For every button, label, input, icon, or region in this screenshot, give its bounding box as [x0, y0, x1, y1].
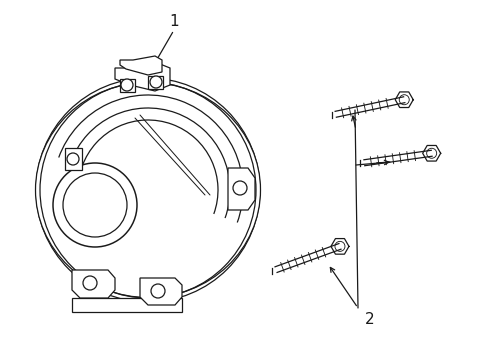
Polygon shape	[115, 62, 170, 91]
Polygon shape	[140, 278, 182, 305]
Circle shape	[232, 181, 246, 195]
Polygon shape	[120, 79, 135, 92]
Circle shape	[150, 76, 162, 88]
Circle shape	[151, 284, 164, 298]
Circle shape	[83, 276, 97, 290]
Circle shape	[121, 79, 133, 91]
Text: 1: 1	[169, 14, 179, 30]
Polygon shape	[227, 168, 254, 210]
Polygon shape	[120, 56, 162, 75]
Polygon shape	[65, 148, 82, 170]
Polygon shape	[148, 76, 163, 89]
Circle shape	[36, 78, 260, 302]
Circle shape	[63, 173, 127, 237]
Text: 2: 2	[365, 312, 374, 328]
Circle shape	[53, 163, 137, 247]
Polygon shape	[72, 270, 115, 298]
Circle shape	[67, 153, 79, 165]
Polygon shape	[72, 298, 182, 312]
Ellipse shape	[36, 82, 260, 297]
